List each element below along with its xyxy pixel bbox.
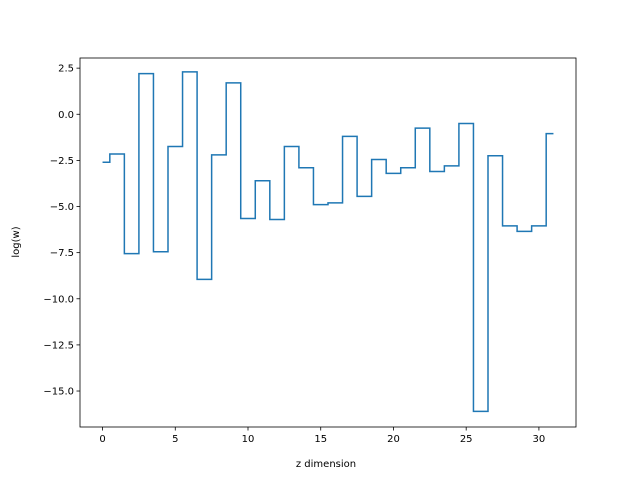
y-axis-label: log(w) [11, 226, 22, 257]
x-tick-label: 5 [172, 434, 178, 445]
axes-frame [79, 57, 577, 428]
x-tick-label: 15 [314, 434, 327, 445]
y-tick-label: −12.5 [43, 340, 74, 351]
series-line-0 [102, 71, 554, 413]
y-tick-label: 2.5 [58, 64, 74, 75]
x-tick-label: 20 [387, 434, 400, 445]
x-tick-label: 0 [99, 434, 105, 445]
x-tick-label: 30 [533, 434, 546, 445]
y-tick-label: −5.0 [50, 202, 74, 213]
y-tick-label: −2.5 [50, 156, 74, 167]
y-axis: 2.5 0.0 −2.5 −5.0 −7.5 −10.0 −12.5 −15.0 [43, 64, 80, 398]
x-tick-label: 25 [460, 434, 473, 445]
plot-area [79, 57, 577, 428]
y-tick-label: −15.0 [43, 387, 74, 398]
y-tick-label: 0.0 [58, 110, 74, 121]
x-tick-label: 10 [242, 434, 255, 445]
x-axis-label: z dimension [296, 459, 356, 470]
y-tick-label: −7.5 [50, 248, 74, 259]
y-tick-label: −10.0 [43, 294, 74, 305]
x-axis: 0 5 10 15 20 25 30 [99, 427, 545, 445]
